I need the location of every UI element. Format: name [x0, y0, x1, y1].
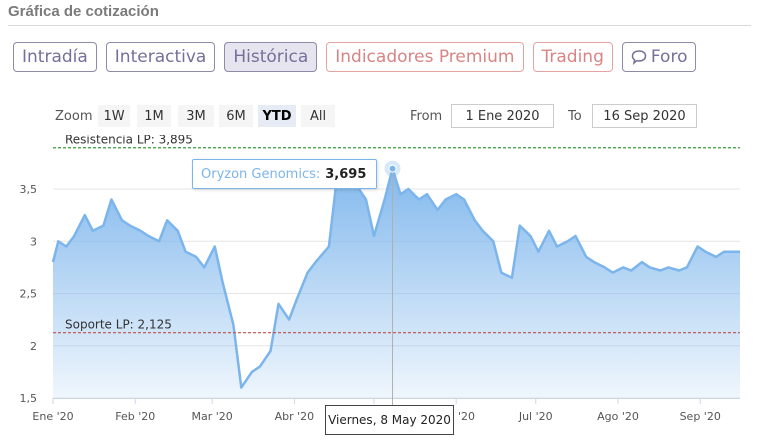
tab-historica[interactable]: Histórica [224, 42, 318, 72]
tooltip-series-name: Oryzon Genomics: [201, 166, 321, 182]
x-tick-label: Ene '20 [32, 410, 73, 423]
from-label: From [410, 109, 443, 124]
y-tick-label: 2,5 [20, 288, 38, 301]
zoom-1w-button[interactable]: 1W [98, 105, 130, 127]
tooltip-value: 3,695 [325, 166, 367, 182]
resistance-label: Resistencia LP: 3,895 [65, 135, 193, 147]
x-tick-label: Abr '20 [275, 410, 315, 423]
chat-bubble-icon [631, 49, 647, 66]
x-tick-label: Mar '20 [192, 410, 233, 423]
crosshair-date-label: Viernes, 8 May 2020 [325, 405, 454, 435]
chart-section-title: Gráfica de cotización [8, 3, 159, 20]
zoom-3m-button[interactable]: 3M [178, 105, 214, 127]
support-label: Soporte LP: 2,125 [65, 318, 172, 332]
x-tick-label: Feb '20 [115, 410, 155, 423]
tab-intradia[interactable]: Intradía [13, 42, 97, 72]
title-divider [8, 25, 751, 26]
zoom-1m-button[interactable]: 1M [137, 105, 171, 127]
tab-indicadores-premium[interactable]: Indicadores Premium [326, 42, 524, 72]
zoom-label: Zoom [55, 109, 93, 124]
y-tick-label: 3 [30, 235, 37, 248]
range-selector: Zoom 1W 1M 3M 6M YTD All From 1 Ene 2020… [0, 102, 763, 130]
y-tick-label: 3,5 [20, 183, 38, 196]
tab-trading[interactable]: Trading [532, 42, 613, 72]
y-tick-label: 2 [30, 340, 37, 353]
x-tick-label: Jul '20 [518, 410, 553, 423]
y-tick-label: 1,5 [20, 392, 38, 405]
zoom-all-button[interactable]: All [301, 105, 335, 127]
zoom-ytd-button[interactable]: YTD [258, 105, 296, 127]
series-area [53, 168, 740, 398]
chart-tabs: Intradía Interactiva Histórica Indicador… [13, 42, 697, 72]
zoom-6m-button[interactable]: 6M [219, 105, 253, 127]
tab-interactiva[interactable]: Interactiva [105, 42, 216, 72]
to-label: To [568, 109, 582, 124]
x-tick-label: Ago '20 [597, 410, 639, 423]
chart-tooltip: Oryzon Genomics: 3,695 [192, 159, 377, 189]
tab-foro-label: Foro [650, 47, 688, 67]
to-date-input[interactable]: 16 Sep 2020 [592, 104, 697, 128]
highlight-point [388, 164, 397, 173]
from-date-input[interactable]: 1 Ene 2020 [451, 104, 554, 128]
tab-foro[interactable]: Foro [621, 42, 697, 72]
x-tick-label: Sep '20 [680, 410, 721, 423]
